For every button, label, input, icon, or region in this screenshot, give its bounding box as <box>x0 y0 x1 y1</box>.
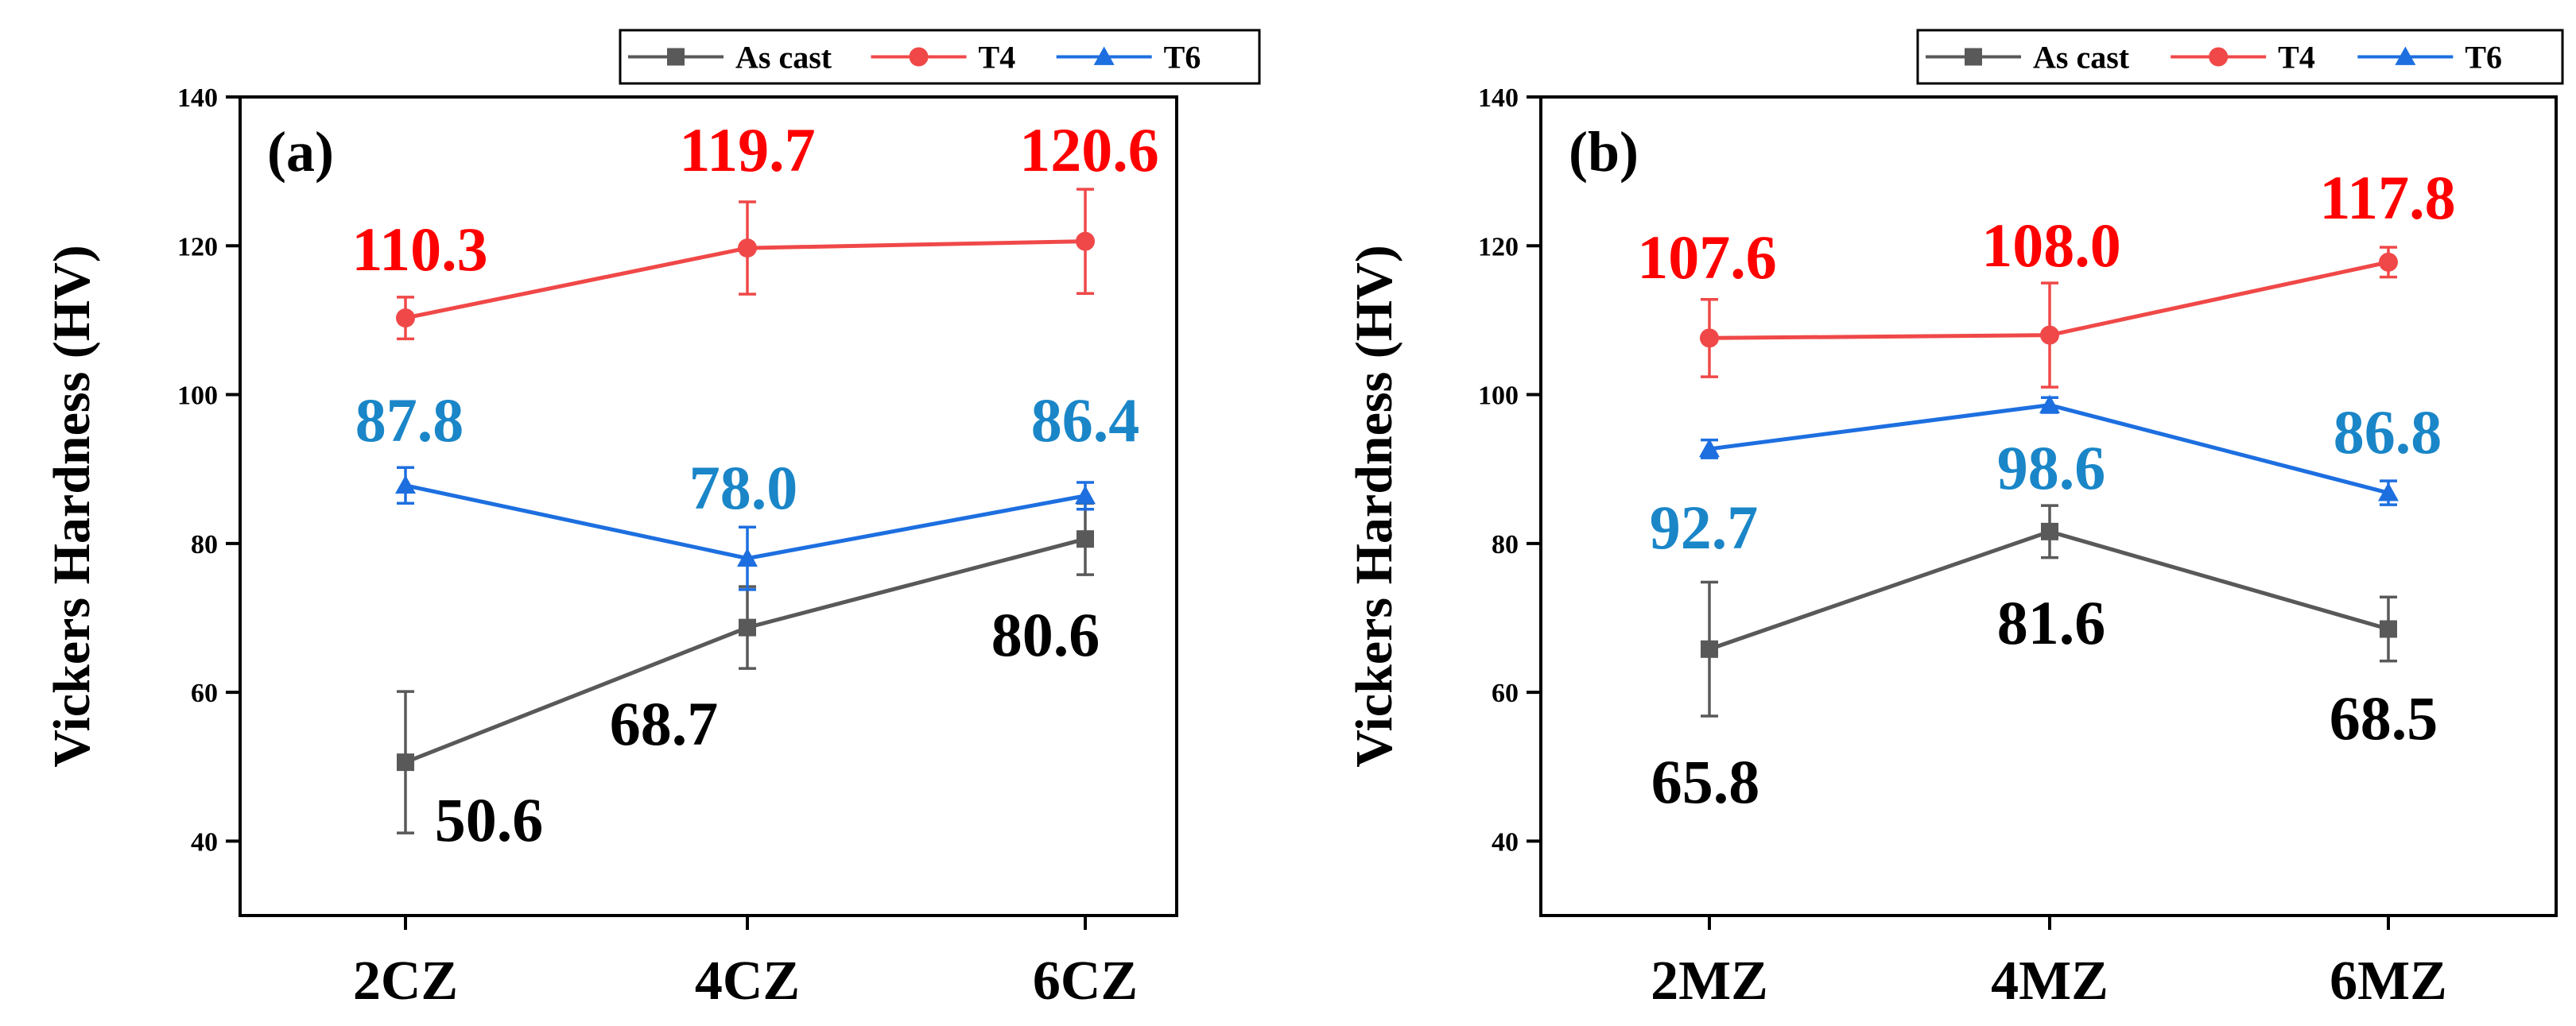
data-point-square <box>2041 522 2058 540</box>
legend-entry-label: T6 <box>1164 40 1201 75</box>
data-point-circle <box>2040 325 2059 345</box>
data-value-label: 81.6 <box>1997 588 2106 657</box>
data-value-label: 50.6 <box>435 785 544 854</box>
plot-frame <box>239 95 1178 917</box>
legend: As cast T4 T6 <box>1916 29 2564 85</box>
data-value-label: 78.0 <box>689 453 798 522</box>
data-point-triangle <box>395 474 416 494</box>
data-value-label: 117.8 <box>2319 163 2455 232</box>
legend-entry-label: T4 <box>2278 40 2315 75</box>
series-line <box>405 536 1086 765</box>
legend-marker-circle <box>909 47 929 67</box>
data-point-circle <box>1076 231 1095 251</box>
data-value-label: 98.6 <box>1997 433 2106 502</box>
data-value-label: 86.4 <box>1031 385 1140 455</box>
x-tick-label: 4MZ <box>1991 951 2109 1012</box>
data-point-triangle <box>2039 394 2060 414</box>
legend-marker-square <box>1965 48 1982 66</box>
legend-marker-circle <box>2209 47 2229 67</box>
data-point-square <box>2380 620 2397 638</box>
series-as-cast: 65.8 81.6 68.5 <box>1651 504 2438 816</box>
data-point-triangle <box>1075 485 1096 505</box>
series-t4: 107.6 108.0 117.8 <box>1637 163 2456 389</box>
data-point-circle <box>2379 252 2398 272</box>
legend-entry-label: T6 <box>2465 40 2502 75</box>
legend-marker-triangle <box>2395 46 2416 65</box>
data-value-label: 68.5 <box>2330 683 2438 753</box>
data-point-circle <box>738 238 757 258</box>
data-value-label: 119.7 <box>679 115 815 184</box>
data-point-triangle <box>2378 482 2399 501</box>
series-t6: 87.8 78.0 86.4 <box>355 385 1140 591</box>
y-tick-label: 120 <box>1478 232 1519 261</box>
x-tick-label: 6MZ <box>2330 951 2447 1012</box>
data-value-label: 108.0 <box>1981 211 2121 280</box>
y-tick-label: 40 <box>191 827 218 857</box>
legend-entry-label: As cast <box>2033 40 2130 75</box>
panel-label: (b) <box>1569 120 1639 184</box>
panel-label: (a) <box>267 120 334 184</box>
data-point-triangle <box>1699 438 1720 458</box>
y-tick-label: 100 <box>1478 381 1519 411</box>
data-value-label: 107.6 <box>1637 223 1777 292</box>
data-value-label: 110.3 <box>351 215 487 284</box>
data-point-square <box>1701 640 1718 658</box>
series-t6: 92.7 98.6 86.8 <box>1650 394 2442 562</box>
data-value-label: 87.8 <box>355 385 464 455</box>
data-point-square <box>739 618 756 637</box>
data-value-label: 68.7 <box>610 689 719 758</box>
legend: As cast T4 T6 <box>619 29 1261 85</box>
y-tick-label: 80 <box>1492 530 1519 559</box>
data-point-circle <box>396 308 415 328</box>
x-tick-label: 2MZ <box>1651 951 1768 1012</box>
data-point-triangle <box>737 548 758 567</box>
legend-entry-label: As cast <box>735 40 832 75</box>
y-axis-label: Vickers Hardness (HV) <box>43 245 101 768</box>
data-point-square <box>397 753 414 772</box>
chart-panel-1: 40 60 80 100 120 140 2CZ 4CZ 6CZ Vickers Hardness… <box>43 29 1261 1012</box>
y-tick-label: 60 <box>1492 679 1519 708</box>
y-tick-label: 80 <box>191 530 218 559</box>
y-tick-label: 40 <box>1492 827 1519 857</box>
y-tick-label: 140 <box>177 83 218 113</box>
y-tick-label: 120 <box>177 232 218 261</box>
data-value-label: 120.6 <box>1019 115 1159 184</box>
x-tick-label: 6CZ <box>1033 951 1138 1012</box>
data-point-circle <box>1700 328 1719 348</box>
x-tick-label: 4CZ <box>695 951 800 1012</box>
y-tick-label: 60 <box>191 679 218 708</box>
legend-marker-square <box>667 48 685 66</box>
data-point-square <box>1077 530 1094 548</box>
x-tick-label: 2CZ <box>353 951 458 1012</box>
y-tick-label: 100 <box>177 381 218 411</box>
y-tick-label: 140 <box>1478 83 1519 113</box>
data-value-label: 80.6 <box>991 600 1100 669</box>
data-value-label: 65.8 <box>1651 747 1760 816</box>
data-value-label: 92.7 <box>1650 493 1759 562</box>
legend-marker-triangle <box>1093 46 1115 65</box>
series-t4: 110.3 119.7 120.6 <box>351 115 1159 341</box>
data-value-label: 86.8 <box>2334 397 2442 467</box>
series-as-cast: 50.6 68.7 80.6 <box>397 501 1100 854</box>
legend-entry-label: T4 <box>979 40 1016 75</box>
chart-panel-2: 40 60 80 100 120 140 2MZ 4MZ 6MZ Vickers Hardness… <box>1345 29 2564 1012</box>
y-axis-label: Vickers Hardness (HV) <box>1345 245 1403 768</box>
